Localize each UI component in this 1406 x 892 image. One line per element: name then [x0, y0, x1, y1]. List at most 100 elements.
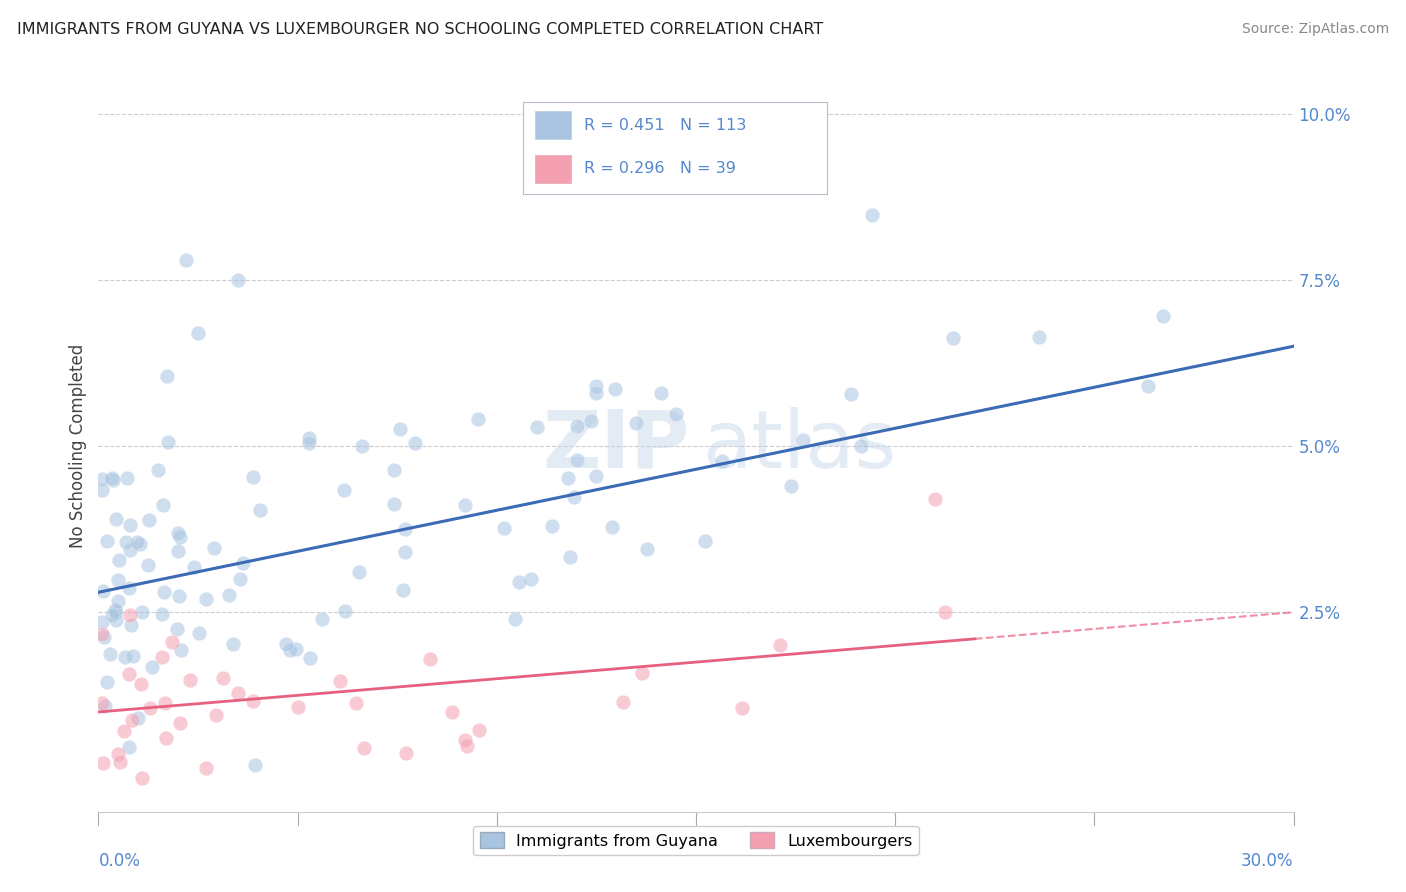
Point: [91, 584, 114, 599]
Point: [1136, 379, 1159, 393]
Point: [278, 643, 301, 657]
Point: [311, 612, 333, 626]
Point: [107, 594, 129, 608]
Point: [105, 512, 128, 526]
Point: [382, 497, 405, 511]
Point: [602, 520, 624, 534]
Point: [508, 575, 530, 590]
Text: IMMIGRANTS FROM GUYANA VS LUXEMBOURGER NO SCHOOLING COMPLETED CORRELATION CHART: IMMIGRANTS FROM GUYANA VS LUXEMBOURGER N…: [17, 22, 823, 37]
Point: [150, 607, 173, 621]
Point: [249, 502, 271, 516]
Point: [195, 592, 218, 607]
Point: [934, 605, 956, 619]
Point: [769, 638, 792, 652]
Point: [115, 535, 138, 549]
Text: 0.0%: 0.0%: [98, 852, 141, 870]
Point: [636, 541, 658, 556]
Point: [344, 696, 367, 710]
Point: [156, 368, 179, 383]
Point: [585, 379, 607, 393]
Point: [229, 573, 252, 587]
Point: [1028, 330, 1050, 344]
Point: [242, 694, 264, 708]
Point: [169, 530, 191, 544]
Point: [122, 648, 145, 663]
Point: [103, 473, 125, 487]
Point: [467, 723, 489, 738]
Point: [202, 541, 225, 555]
Point: [585, 386, 607, 401]
Point: [150, 649, 173, 664]
Point: [560, 549, 582, 564]
Y-axis label: No Schooling Completed: No Schooling Completed: [69, 344, 87, 548]
Point: [120, 542, 142, 557]
Point: [91, 472, 114, 486]
Point: [711, 453, 734, 467]
Point: [503, 612, 526, 626]
Point: [114, 650, 136, 665]
Point: [91, 615, 114, 630]
Point: [860, 208, 883, 222]
Text: Source: ZipAtlas.com: Source: ZipAtlas.com: [1241, 22, 1389, 37]
Point: [155, 696, 177, 710]
Point: [353, 741, 375, 756]
Point: [167, 526, 190, 541]
Point: [118, 667, 141, 681]
Point: [520, 573, 543, 587]
Point: [155, 731, 177, 745]
Point: [603, 382, 626, 396]
Point: [579, 414, 602, 428]
Point: [333, 483, 356, 497]
Point: [120, 607, 142, 622]
Point: [222, 637, 245, 651]
Point: [136, 558, 159, 572]
Point: [174, 252, 197, 267]
Point: [693, 534, 716, 549]
Point: [731, 701, 754, 715]
Point: [226, 273, 249, 287]
Point: [183, 559, 205, 574]
Point: [467, 412, 489, 426]
Point: [389, 422, 412, 436]
Point: [100, 608, 122, 623]
Point: [557, 470, 579, 484]
Point: [942, 331, 965, 345]
Point: [454, 498, 477, 512]
Point: [152, 585, 174, 599]
Point: [243, 758, 266, 772]
Point: [131, 605, 153, 619]
Point: [242, 470, 264, 484]
Point: [107, 573, 129, 587]
Point: [187, 326, 209, 340]
Point: [127, 710, 149, 724]
Point: [104, 602, 127, 616]
Point: [394, 522, 416, 536]
Text: atlas: atlas: [702, 407, 896, 485]
Point: [218, 588, 240, 602]
Point: [160, 635, 183, 649]
Point: [167, 589, 190, 603]
Point: [194, 761, 217, 775]
Point: [792, 433, 814, 447]
Point: [395, 746, 418, 760]
Point: [96, 534, 118, 549]
Point: [333, 604, 356, 618]
Point: [107, 747, 129, 761]
Point: [780, 479, 803, 493]
Point: [156, 434, 179, 449]
Point: [93, 630, 115, 644]
Point: [650, 386, 672, 401]
Point: [128, 537, 150, 551]
Point: [120, 618, 142, 632]
Point: [167, 543, 190, 558]
Point: [152, 499, 174, 513]
Point: [91, 483, 114, 497]
Point: [347, 566, 370, 580]
Point: [91, 756, 114, 771]
Point: [121, 714, 143, 728]
Point: [138, 513, 160, 527]
Point: [100, 470, 122, 484]
Point: [839, 387, 862, 401]
Point: [352, 439, 374, 453]
Point: [112, 723, 135, 738]
